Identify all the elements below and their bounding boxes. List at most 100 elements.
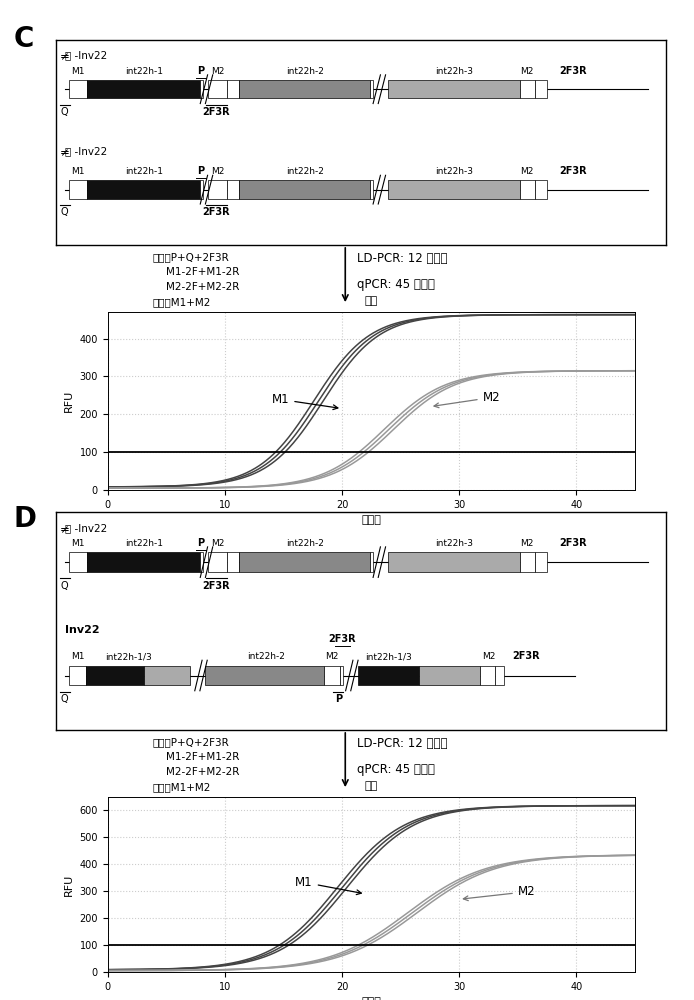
Bar xyxy=(239,180,370,199)
Text: M1: M1 xyxy=(271,393,338,410)
Text: M1-2F+M1-2R: M1-2F+M1-2R xyxy=(153,267,239,277)
Bar xyxy=(535,552,547,572)
Bar xyxy=(69,666,86,685)
Bar xyxy=(208,180,226,199)
Text: M2-2F+M2-2R: M2-2F+M2-2R xyxy=(153,767,239,777)
Text: Q: Q xyxy=(61,107,69,117)
Bar xyxy=(239,552,370,572)
Bar xyxy=(69,180,87,199)
Text: qPCR: 45 个循环: qPCR: 45 个循环 xyxy=(357,278,435,291)
Text: LD-PCR: 12 个循环: LD-PCR: 12 个循环 xyxy=(357,252,448,265)
Text: LD-PCR: 12 个循环: LD-PCR: 12 个循环 xyxy=(357,737,448,750)
Bar xyxy=(520,552,535,572)
Text: 探针：M1+M2: 探针：M1+M2 xyxy=(153,782,211,792)
Bar xyxy=(226,552,239,572)
Bar xyxy=(389,80,520,98)
Text: int22h-3: int22h-3 xyxy=(435,67,473,76)
Title: 扩增: 扩增 xyxy=(364,296,378,306)
Text: int22h-3: int22h-3 xyxy=(435,167,473,176)
Text: M2: M2 xyxy=(464,885,536,901)
Text: int22h-1: int22h-1 xyxy=(125,539,163,548)
Text: P: P xyxy=(335,694,342,704)
Text: M1: M1 xyxy=(71,67,85,76)
Bar xyxy=(419,666,480,685)
Text: M2: M2 xyxy=(434,391,500,408)
Bar xyxy=(208,80,226,98)
Text: int22h-2: int22h-2 xyxy=(286,67,323,76)
Text: 非 -Inv22: 非 -Inv22 xyxy=(65,50,107,60)
Text: M1: M1 xyxy=(295,876,362,895)
Bar xyxy=(205,666,324,685)
Text: 2F3R: 2F3R xyxy=(203,207,230,217)
Bar xyxy=(201,80,203,98)
Text: M2: M2 xyxy=(211,67,224,76)
Bar xyxy=(370,552,373,572)
Bar xyxy=(535,80,547,98)
Text: M1: M1 xyxy=(71,652,85,661)
Bar xyxy=(496,666,505,685)
Text: Q: Q xyxy=(61,207,69,217)
Text: ≠: ≠ xyxy=(60,50,69,63)
Bar xyxy=(535,180,547,199)
Bar xyxy=(239,80,370,98)
Bar xyxy=(201,552,203,572)
Text: M2: M2 xyxy=(520,167,534,176)
Text: int22h-1/3: int22h-1/3 xyxy=(105,652,152,661)
Bar xyxy=(86,666,144,685)
Bar xyxy=(208,552,226,572)
Bar xyxy=(87,180,201,199)
Text: 2F3R: 2F3R xyxy=(329,634,357,644)
Bar xyxy=(324,666,339,685)
Title: 扩增: 扩增 xyxy=(364,781,378,791)
Text: int22h-1: int22h-1 xyxy=(125,67,163,76)
Text: int22h-1/3: int22h-1/3 xyxy=(365,652,412,661)
Text: Q: Q xyxy=(61,694,69,704)
Bar xyxy=(480,666,496,685)
Bar xyxy=(87,552,201,572)
Bar xyxy=(69,552,87,572)
Text: M1: M1 xyxy=(71,539,85,548)
Bar xyxy=(339,666,343,685)
Bar xyxy=(226,180,239,199)
Text: M2: M2 xyxy=(211,167,224,176)
Bar xyxy=(358,666,419,685)
Text: M1-2F+M1-2R: M1-2F+M1-2R xyxy=(153,752,239,762)
Text: 非 -Inv22: 非 -Inv22 xyxy=(65,147,107,157)
Bar xyxy=(87,80,201,98)
Text: M2: M2 xyxy=(520,539,534,548)
Text: int22h-3: int22h-3 xyxy=(435,539,473,548)
Text: 引物：P+Q+2F3R: 引物：P+Q+2F3R xyxy=(153,737,230,747)
Bar xyxy=(201,180,203,199)
Text: 2F3R: 2F3R xyxy=(559,538,587,548)
X-axis label: 循环数: 循环数 xyxy=(362,997,381,1000)
Text: int22h-2: int22h-2 xyxy=(286,539,323,548)
Text: C: C xyxy=(14,25,34,53)
Text: P: P xyxy=(197,538,205,548)
Text: M2: M2 xyxy=(211,539,224,548)
X-axis label: 循环数: 循环数 xyxy=(362,515,381,525)
Text: ≠: ≠ xyxy=(60,523,69,536)
Text: P: P xyxy=(197,66,205,76)
Text: 非 -Inv22: 非 -Inv22 xyxy=(65,523,107,533)
Text: P: P xyxy=(197,166,205,176)
Bar xyxy=(370,180,373,199)
Text: 2F3R: 2F3R xyxy=(559,66,587,76)
Text: M1: M1 xyxy=(71,167,85,176)
Text: 2F3R: 2F3R xyxy=(203,581,230,591)
Text: int22h-2: int22h-2 xyxy=(246,652,285,661)
Text: M2: M2 xyxy=(520,67,534,76)
Text: M2: M2 xyxy=(482,652,496,661)
Bar xyxy=(389,552,520,572)
Text: D: D xyxy=(14,505,37,533)
Text: 2F3R: 2F3R xyxy=(512,651,540,661)
Bar xyxy=(389,180,520,199)
Text: int22h-1: int22h-1 xyxy=(125,167,163,176)
Bar xyxy=(144,666,190,685)
Bar xyxy=(69,80,87,98)
Text: ≠: ≠ xyxy=(60,147,69,160)
Y-axis label: RFU: RFU xyxy=(64,390,74,412)
Text: M2-2F+M2-2R: M2-2F+M2-2R xyxy=(153,282,239,292)
Text: 2F3R: 2F3R xyxy=(559,166,587,176)
Text: qPCR: 45 个循环: qPCR: 45 个循环 xyxy=(357,763,435,776)
Text: 引物：P+Q+2F3R: 引物：P+Q+2F3R xyxy=(153,252,230,262)
